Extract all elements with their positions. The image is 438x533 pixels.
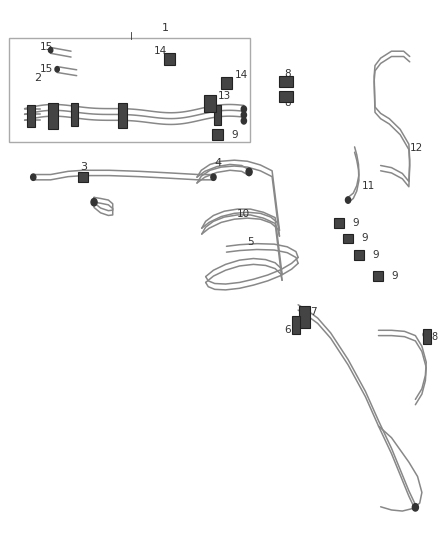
- Circle shape: [31, 174, 36, 180]
- Bar: [374, 271, 383, 281]
- Circle shape: [246, 168, 252, 175]
- Bar: [27, 106, 35, 127]
- Bar: [48, 103, 57, 129]
- Circle shape: [49, 47, 53, 53]
- Circle shape: [211, 174, 216, 180]
- Text: 15: 15: [40, 64, 53, 74]
- Text: 4: 4: [214, 158, 221, 168]
- Bar: [300, 306, 310, 328]
- Circle shape: [241, 106, 247, 112]
- Circle shape: [91, 198, 97, 206]
- Text: 9: 9: [231, 130, 238, 140]
- Bar: [279, 76, 293, 87]
- Text: 13: 13: [218, 91, 231, 101]
- Bar: [204, 95, 216, 112]
- Text: 7: 7: [310, 307, 317, 317]
- Circle shape: [412, 504, 418, 511]
- Bar: [292, 316, 300, 334]
- Text: 9: 9: [353, 218, 359, 228]
- Bar: [354, 250, 364, 260]
- Text: 14: 14: [235, 70, 248, 80]
- Bar: [423, 329, 431, 344]
- Text: 2: 2: [34, 73, 41, 83]
- Text: 14: 14: [154, 46, 167, 56]
- Text: 1: 1: [162, 23, 169, 34]
- Bar: [78, 172, 88, 182]
- Text: 15: 15: [40, 43, 53, 52]
- Bar: [163, 53, 175, 65]
- Circle shape: [55, 67, 59, 72]
- Text: 6: 6: [284, 325, 290, 335]
- Bar: [279, 91, 293, 102]
- Text: 8: 8: [284, 98, 290, 108]
- Bar: [221, 77, 232, 89]
- Circle shape: [346, 197, 351, 203]
- Text: 3: 3: [80, 161, 87, 172]
- Bar: [212, 130, 223, 140]
- Bar: [214, 105, 221, 125]
- Bar: [334, 218, 344, 228]
- Circle shape: [241, 112, 247, 118]
- Text: 9: 9: [361, 233, 368, 244]
- Bar: [9, 38, 251, 142]
- Text: 11: 11: [362, 181, 375, 191]
- Circle shape: [423, 331, 429, 338]
- Text: 10: 10: [237, 209, 250, 220]
- Text: 8: 8: [431, 332, 437, 342]
- Bar: [71, 103, 78, 126]
- Bar: [118, 103, 127, 128]
- Circle shape: [241, 118, 247, 124]
- Text: 12: 12: [410, 143, 423, 154]
- Text: 9: 9: [372, 250, 379, 260]
- Text: 5: 5: [247, 237, 254, 247]
- Text: 9: 9: [392, 271, 398, 281]
- Text: 8: 8: [284, 69, 290, 79]
- Bar: [343, 233, 353, 243]
